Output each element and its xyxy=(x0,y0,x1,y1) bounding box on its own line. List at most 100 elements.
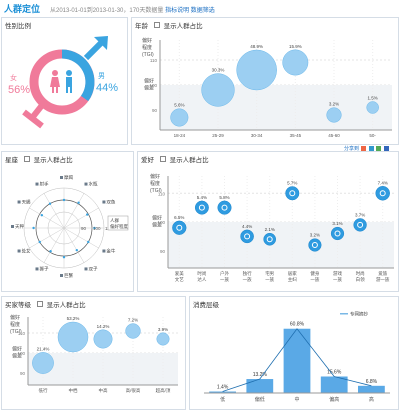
radar-point xyxy=(62,198,66,202)
age-title-row: 年龄 显示人群占比 xyxy=(135,20,203,30)
purchase-panel: 买家等级 显示人群占比 偏好 程度 (TGI) 偏好 偏差 110 100 90 21.4% 低行… xyxy=(1,296,186,410)
x-tick-label: 低 xyxy=(220,396,225,403)
radar-point xyxy=(87,240,90,244)
renren-icon[interactable] xyxy=(376,146,382,152)
x-tick-label: 一族 xyxy=(333,276,342,283)
share-label[interactable]: 分享到 xyxy=(344,146,360,152)
radar-spoke xyxy=(43,227,65,263)
constellation-sign-icon xyxy=(102,200,106,204)
x-tick-label: 一族 xyxy=(243,276,252,283)
date-range: 从2013-01-01到2013-01-30，170天数据量 指标说明 数据筛选 xyxy=(50,5,215,14)
qzone-icon[interactable] xyxy=(368,146,374,152)
ring-label: 90 xyxy=(81,226,87,231)
constellation-chart: 摩羯水瓶双鱼白羊金牛双子巨蟹狮子处女天秤天蝎射手11010090人群偏好程度 xyxy=(11,174,128,279)
x-tick-label: 35-45 xyxy=(290,133,302,138)
constellation-sign-label: 双子 xyxy=(89,265,98,272)
hobby-category-icon xyxy=(176,224,183,231)
data-bubble xyxy=(93,329,113,349)
x-tick-label: 超高/顶 xyxy=(156,387,171,394)
data-label: 3.9% xyxy=(158,327,168,332)
data-bubble xyxy=(57,321,89,353)
hobby-show-share-checkbox[interactable] xyxy=(159,156,166,162)
x-tick-label: 45-60 xyxy=(328,133,340,138)
radar-point xyxy=(75,248,79,252)
x-tick-label: 中 xyxy=(294,396,299,403)
age-show-share-checkbox[interactable] xyxy=(153,22,160,28)
trend-line xyxy=(222,328,372,392)
constellation-sign-label: 双鱼 xyxy=(106,199,115,206)
x-tick-label: 游戏 xyxy=(333,270,342,277)
data-label: 21.4% xyxy=(37,346,50,351)
x-tick-label: 一族 xyxy=(220,276,229,283)
y-axis-mid-label: 偏差 xyxy=(12,353,22,360)
bar-value-label: 1.4% xyxy=(217,385,229,391)
data-bubble xyxy=(201,73,235,107)
x-tick-label: 18-24 xyxy=(174,133,186,138)
data-label: 3.2% xyxy=(329,102,339,107)
radar-point xyxy=(32,226,35,230)
radar-spoke xyxy=(43,193,65,229)
hobby-chart: 偏好程度(TGI)偏好偏差110100906.5%爱美文艺5.4%时尚达人5.8… xyxy=(150,173,394,283)
data-label: 15.9% xyxy=(289,44,302,49)
y-tick-label: 90 xyxy=(20,371,26,376)
purchase-checkbox-label: 显示人群占比 xyxy=(46,302,86,309)
bar-value-label: 6.8% xyxy=(366,379,378,385)
constellation-sign-label: 处女 xyxy=(22,248,31,255)
constellation-sign-icon xyxy=(35,182,39,186)
female-person-icon xyxy=(50,70,60,93)
side-label: 偏好程度 xyxy=(110,223,128,230)
purchase-show-share-checkbox[interactable] xyxy=(36,301,43,307)
legend-label: 专网摘抄 xyxy=(350,311,368,318)
bar xyxy=(209,391,236,393)
data-bubble xyxy=(194,200,209,215)
x-tick-label: 达人 xyxy=(197,276,206,283)
x-tick-label: 高/很高 xyxy=(126,387,141,394)
data-bubble xyxy=(172,220,187,235)
indicator-link[interactable]: 指标说明 xyxy=(165,8,190,14)
gender-panel: 性别比例 女 56% 男 44% xyxy=(1,17,128,145)
douban-icon[interactable] xyxy=(383,146,389,152)
x-tick-label: 一族 xyxy=(310,276,319,283)
hobby-checkbox-label: 显示人群占比 xyxy=(169,157,209,164)
x-tick-label: 独行 xyxy=(243,270,252,277)
y-tick-label: 100 xyxy=(17,351,25,356)
data-bubble xyxy=(366,101,379,114)
constellation-sign-label: 摩羯 xyxy=(64,174,73,181)
below-baseline-area xyxy=(160,85,392,130)
data-label: 3.1% xyxy=(332,221,342,226)
y-axis-title: 偏好 xyxy=(142,37,152,44)
constellation-sign-label: 射手 xyxy=(40,181,49,188)
data-label: 14.2% xyxy=(97,324,110,329)
radar-point xyxy=(38,240,41,244)
radar-point xyxy=(62,256,66,259)
bar xyxy=(358,385,385,393)
radar-spoke xyxy=(63,193,85,229)
constellation-checkbox-label: 显示人群占比 xyxy=(33,157,73,164)
female-cross-stem xyxy=(29,102,46,120)
hobby-category-icon xyxy=(221,204,228,211)
constellation-show-share-checkbox[interactable] xyxy=(23,156,30,162)
data-bubble xyxy=(282,49,309,76)
filter-link[interactable]: 数据筛选 xyxy=(190,8,215,14)
data-label: 7.4% xyxy=(378,180,388,185)
radar-point xyxy=(93,226,96,230)
data-bubble xyxy=(156,332,170,346)
hobby-category-icon xyxy=(244,233,251,240)
y-axis-title: 程度 xyxy=(10,321,20,328)
constellation-sign-icon xyxy=(102,249,106,253)
radar-spoke xyxy=(29,227,65,249)
consumption-title: 消费层级 xyxy=(193,302,219,309)
constellation-title: 星座 xyxy=(5,157,18,164)
female-cross-bar xyxy=(22,109,44,129)
weibo-icon[interactable] xyxy=(361,146,367,152)
bar-value-label: 60.8% xyxy=(290,322,305,328)
bar-value-label: 13.2% xyxy=(253,372,268,378)
data-bubble xyxy=(125,323,141,339)
hobby-category-icon xyxy=(289,190,296,197)
y-tick-label: 90 xyxy=(160,249,166,254)
radar-spoke xyxy=(29,207,65,229)
x-tick-label: 白领 xyxy=(356,276,365,283)
male-pct: 44% xyxy=(96,82,118,94)
y-tick-label: 110 xyxy=(158,191,166,196)
data-label: 3.2% xyxy=(310,233,320,238)
